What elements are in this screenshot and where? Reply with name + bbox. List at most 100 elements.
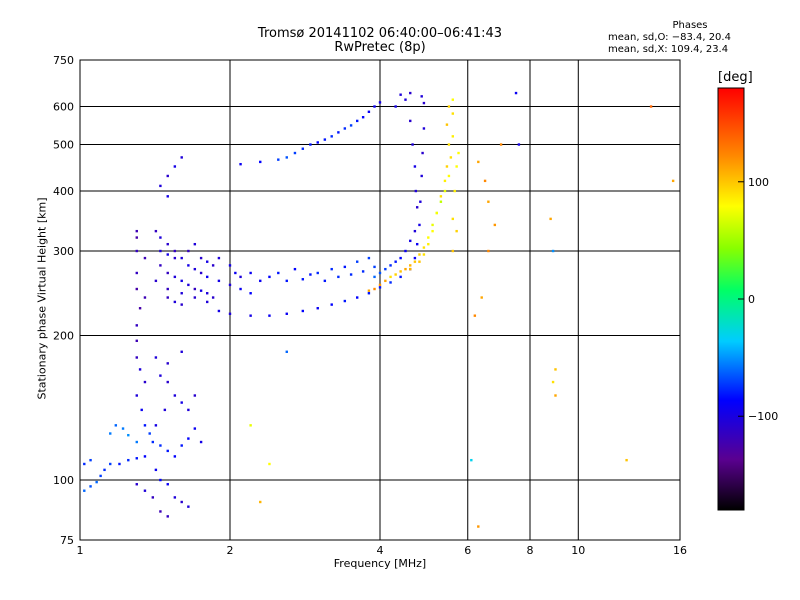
data-point: [228, 283, 232, 287]
data-point: [180, 444, 183, 447]
data-point: [378, 271, 382, 275]
data-point: [554, 368, 557, 371]
data-point: [389, 281, 392, 284]
data-point: [451, 135, 455, 138]
data-point: [493, 223, 497, 227]
chart-title: Tromsø 20141102 06:40:00–06:41:43: [257, 26, 503, 41]
data-point: [135, 483, 138, 486]
data-point: [409, 239, 412, 243]
data-point: [135, 440, 138, 444]
data-point: [114, 424, 118, 427]
data-point: [455, 229, 458, 233]
data-point: [378, 101, 382, 104]
data-point: [135, 324, 138, 327]
data-point: [309, 143, 312, 146]
data-point: [415, 242, 419, 246]
data-point: [148, 432, 151, 435]
data-point: [361, 270, 365, 273]
data-points: [83, 91, 675, 528]
data-point: [154, 468, 158, 472]
data-point: [404, 98, 407, 101]
x-tick-label: 1: [77, 544, 84, 557]
data-point: [293, 267, 297, 271]
data-point: [373, 105, 376, 108]
data-point: [95, 480, 98, 484]
data-point: [349, 124, 353, 127]
data-point: [367, 256, 371, 260]
data-point: [159, 236, 162, 239]
data-point: [173, 455, 177, 458]
y-axis-label: Stationary phase Virtual Height [km]: [35, 197, 49, 400]
data-point: [415, 206, 419, 209]
data-point: [166, 483, 169, 486]
data-point: [439, 195, 443, 198]
data-point: [180, 401, 183, 404]
x-tick-label: 10: [571, 544, 585, 557]
data-point: [422, 101, 426, 105]
data-point: [355, 296, 359, 299]
data-point: [378, 286, 382, 289]
data-point: [413, 260, 417, 263]
phase-stats-title: Phases: [672, 20, 708, 31]
data-point: [277, 158, 280, 161]
data-point: [343, 265, 347, 269]
data-point: [649, 105, 653, 108]
data-point: [205, 275, 209, 279]
data-point: [143, 424, 147, 427]
x-tick-label: 6: [464, 544, 471, 557]
data-point: [449, 156, 453, 159]
data-point: [154, 229, 158, 233]
data-point: [83, 462, 86, 466]
data-point: [330, 267, 333, 271]
data-point: [409, 91, 412, 95]
colorbar-tick-label: 100: [748, 176, 769, 189]
data-point: [384, 267, 387, 271]
y-tick-label: 400: [53, 185, 74, 198]
data-point: [143, 380, 147, 384]
data-point: [389, 264, 392, 267]
data-point: [455, 165, 458, 168]
x-tick-label: 16: [673, 544, 687, 557]
data-point: [163, 408, 167, 412]
data-point: [394, 105, 397, 108]
y-tick-label: 200: [53, 330, 74, 343]
data-point: [473, 314, 477, 317]
data-point: [355, 119, 359, 123]
data-point: [480, 296, 483, 299]
data-point: [118, 462, 121, 466]
data-point: [259, 279, 262, 283]
colorbar-tick-label: −100: [748, 410, 778, 423]
data-point: [143, 455, 147, 458]
data-point: [187, 505, 190, 508]
data-point: [193, 296, 197, 299]
data-point: [399, 93, 402, 96]
y-tick-label: 100: [53, 474, 74, 487]
data-point: [384, 279, 387, 283]
data-point: [180, 156, 183, 159]
data-point: [187, 437, 190, 440]
chart-subtitle: RwPretec (8p): [334, 40, 426, 55]
data-point: [143, 256, 147, 260]
data-point: [625, 458, 628, 462]
data-point: [180, 350, 183, 353]
data-point: [135, 356, 138, 359]
data-point: [109, 462, 112, 466]
data-point: [239, 162, 242, 166]
data-point: [249, 271, 252, 275]
data-point: [166, 449, 169, 453]
data-point: [127, 458, 130, 462]
data-point: [451, 217, 455, 221]
data-point: [285, 156, 288, 159]
data-point: [187, 283, 190, 287]
data-point: [259, 500, 262, 504]
data-point: [173, 275, 177, 279]
data-point: [399, 270, 402, 273]
data-point: [249, 292, 252, 295]
data-point: [551, 249, 555, 253]
data-point: [135, 394, 138, 397]
data-point: [399, 275, 402, 279]
data-point: [159, 444, 162, 447]
data-point: [404, 267, 407, 271]
data-point: [421, 151, 424, 155]
data-point: [151, 496, 155, 499]
